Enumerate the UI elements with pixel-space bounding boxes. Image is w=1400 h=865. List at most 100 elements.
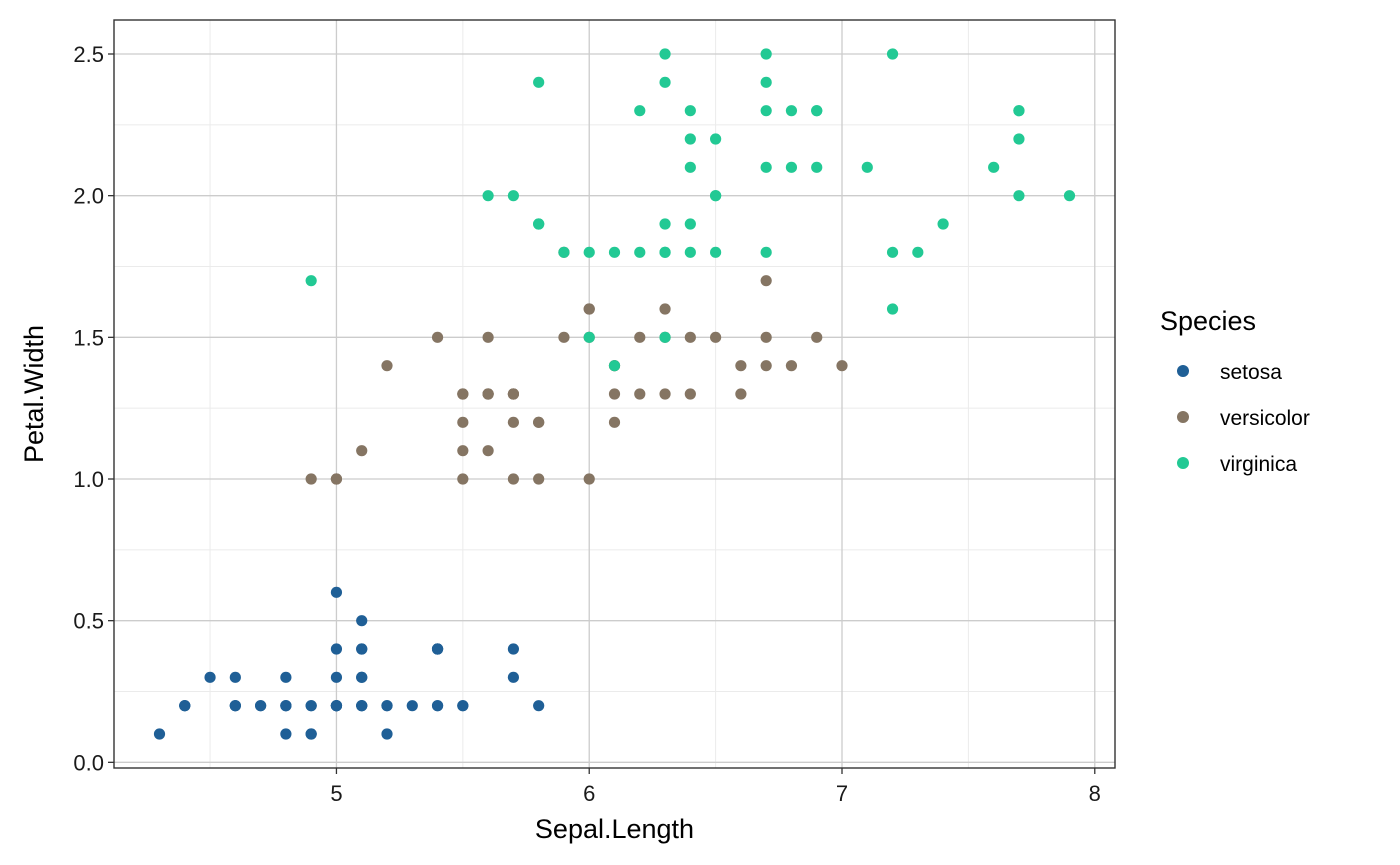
data-point-versicolor (760, 275, 772, 287)
data-point-setosa (381, 700, 393, 712)
data-point-virginica (760, 76, 772, 88)
data-point-setosa (381, 728, 393, 740)
legend-key-versicolor (1177, 411, 1189, 423)
data-point-setosa (356, 700, 368, 712)
data-point-setosa (153, 728, 166, 740)
data-point-setosa (280, 728, 292, 740)
data-point-versicolor (482, 388, 494, 400)
y-tick-label: 1.5 (73, 325, 104, 350)
data-point-virginica (684, 133, 696, 145)
data-point-virginica (710, 190, 722, 202)
x-axis: 5 6 7 8 (330, 768, 1101, 806)
data-point-virginica (659, 218, 671, 230)
data-point-virginica (659, 76, 671, 88)
data-point-virginica (533, 218, 545, 230)
data-point-virginica (886, 246, 899, 258)
data-point-virginica (608, 246, 621, 258)
data-point-versicolor (634, 388, 646, 400)
data-point-versicolor (305, 473, 317, 485)
data-point-virginica (886, 48, 899, 60)
data-point-setosa (406, 700, 418, 712)
legend-label-virginica: virginica (1220, 453, 1297, 476)
data-point-setosa (533, 700, 545, 712)
data-point-setosa (204, 671, 216, 683)
data-point-versicolor (533, 416, 545, 428)
data-point-virginica (1013, 105, 1025, 117)
data-point-setosa (356, 615, 368, 627)
data-point-virginica (785, 161, 798, 173)
data-point-virginica (659, 331, 671, 343)
y-tick-label: 2.5 (73, 42, 104, 67)
data-point-virginica (710, 246, 722, 258)
legend: Species setosa versicolor virginica (1160, 306, 1310, 476)
data-point-virginica (811, 105, 823, 117)
data-point-setosa (305, 728, 317, 740)
data-point-setosa (280, 700, 292, 712)
data-point-setosa (280, 671, 292, 683)
data-point-virginica (583, 246, 595, 258)
legend-label-setosa: setosa (1220, 361, 1282, 384)
data-point-versicolor (684, 388, 696, 400)
data-point-versicolor (558, 331, 570, 343)
data-point-setosa (330, 671, 343, 683)
data-point-virginica (912, 246, 924, 258)
data-point-virginica (482, 190, 494, 202)
x-tick-label: 5 (330, 781, 342, 806)
data-point-virginica (988, 161, 1000, 173)
legend-key-setosa (1177, 365, 1189, 377)
data-points (153, 48, 1076, 740)
data-point-versicolor (710, 331, 722, 343)
data-point-versicolor (457, 416, 469, 428)
data-point-setosa (255, 700, 267, 712)
data-point-virginica (1013, 133, 1025, 145)
data-point-setosa (330, 643, 343, 655)
legend-title: Species (1160, 306, 1256, 336)
data-point-virginica (886, 303, 899, 315)
x-tick-label: 6 (583, 781, 595, 806)
data-point-versicolor (431, 331, 444, 343)
data-point-virginica (684, 161, 696, 173)
data-point-setosa (431, 643, 444, 655)
data-point-versicolor (507, 473, 519, 485)
data-point-virginica (305, 275, 317, 287)
data-point-virginica (760, 161, 772, 173)
legend-label-versicolor: versicolor (1220, 407, 1310, 430)
data-point-versicolor (507, 388, 519, 400)
data-point-versicolor (760, 360, 772, 372)
data-point-setosa (431, 700, 444, 712)
data-point-virginica (634, 246, 646, 258)
data-point-setosa (507, 671, 519, 683)
data-point-versicolor (785, 360, 798, 372)
major-gridlines (114, 20, 1115, 768)
data-point-virginica (558, 246, 570, 258)
data-point-setosa (356, 643, 368, 655)
data-point-versicolor (634, 331, 646, 343)
data-point-versicolor (482, 331, 494, 343)
data-point-virginica (634, 105, 646, 117)
data-point-setosa (457, 700, 469, 712)
data-point-versicolor (836, 360, 848, 372)
data-point-versicolor (356, 445, 368, 457)
y-tick-label: 0.5 (73, 609, 104, 634)
data-point-virginica (684, 218, 696, 230)
data-point-setosa (330, 700, 343, 712)
data-point-virginica (533, 76, 545, 88)
data-point-setosa (179, 700, 191, 712)
data-point-virginica (583, 331, 595, 343)
plot-panel (113, 19, 1116, 769)
x-tick-label: 7 (836, 781, 848, 806)
legend-key-virginica (1177, 457, 1189, 469)
data-point-versicolor (583, 303, 595, 315)
data-point-virginica (811, 161, 823, 173)
x-tick-label: 8 (1089, 781, 1101, 806)
data-point-versicolor (659, 388, 671, 400)
panel-border (113, 19, 1116, 769)
data-point-versicolor (457, 388, 469, 400)
data-point-versicolor (684, 331, 696, 343)
data-point-versicolor (811, 331, 823, 343)
data-point-virginica (937, 218, 949, 230)
data-point-versicolor (659, 303, 671, 315)
y-tick-label: 0.0 (73, 750, 104, 775)
data-point-versicolor (457, 473, 469, 485)
data-point-virginica (710, 133, 722, 145)
